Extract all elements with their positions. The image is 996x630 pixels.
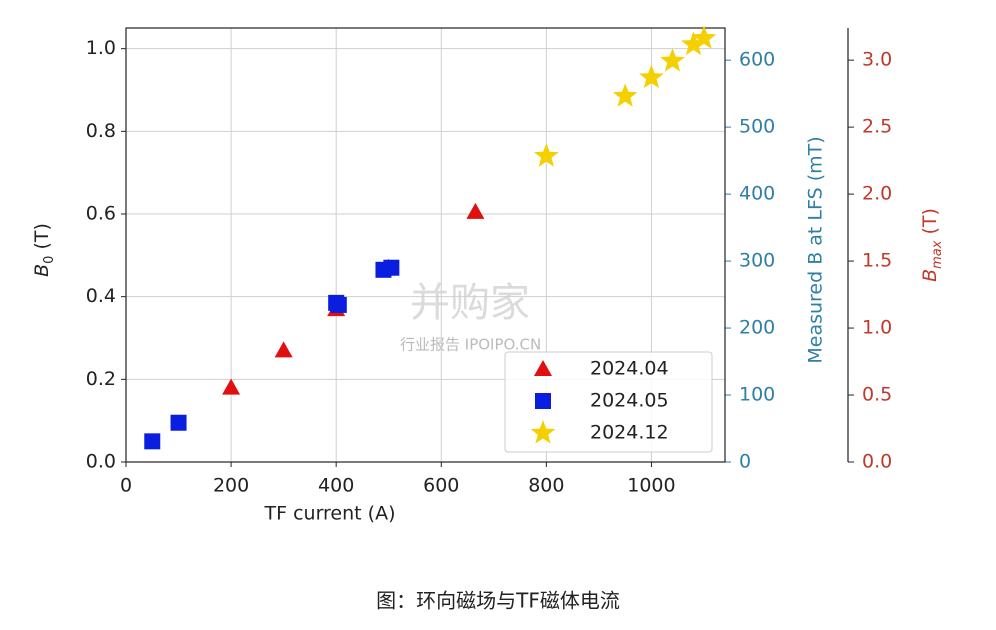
- data-point: [639, 64, 664, 89]
- y-tick-label: 0.0: [86, 451, 116, 473]
- y-axis-label: B0 (T): [31, 223, 58, 277]
- data-point: [144, 433, 161, 450]
- y2-tick-label: 300: [739, 250, 775, 272]
- y3-tick-label: 0.0: [862, 451, 892, 473]
- data-point: [660, 48, 685, 72]
- x-tick-label: 400: [318, 475, 354, 497]
- legend-marker: [530, 420, 556, 444]
- data-point: [681, 31, 706, 56]
- y2-tick-label: 400: [739, 183, 775, 205]
- caption: 图：环向磁场与TF磁体电流: [376, 589, 620, 613]
- data-point: [691, 25, 717, 49]
- x-axis-label: TF current (A): [264, 503, 396, 525]
- data-point: [534, 143, 559, 167]
- y-tick-label: 1.0: [86, 37, 116, 59]
- y-tick-label: 0.8: [86, 120, 116, 142]
- legend-box: [504, 351, 713, 453]
- legend-marker: [534, 360, 552, 376]
- data-point: [274, 341, 293, 358]
- y3-tick-label: 0.5: [862, 384, 892, 406]
- legend-marker: [535, 393, 551, 409]
- y2-axis-label: Measured B at LFS (mT): [805, 136, 827, 363]
- data-point: [170, 414, 187, 431]
- watermark: 并购家: [410, 280, 530, 326]
- x-tick-label: 0: [120, 475, 132, 497]
- x-tick-label: 1000: [627, 475, 675, 497]
- y-tick-label: 0.2: [86, 368, 116, 390]
- y2-tick-label: 600: [739, 49, 775, 71]
- y2-tick-label: 500: [739, 116, 775, 138]
- y2-tick-label: 200: [739, 317, 775, 339]
- y3-tick-label: 3.0: [862, 49, 892, 71]
- y3-axis-label: Bmax (T): [919, 208, 946, 282]
- y3-tick-label: 2.0: [862, 183, 892, 205]
- legend-label: 2024.12: [590, 422, 669, 444]
- y-tick-label: 0.4: [86, 285, 116, 307]
- y3-tick-label: 1.0: [862, 317, 892, 339]
- y3-tick-label: 2.5: [862, 116, 892, 138]
- data-point: [612, 83, 638, 107]
- x-tick-label: 800: [528, 475, 564, 497]
- y-tick-label: 0.6: [86, 203, 116, 225]
- y2-tick-label: 100: [739, 384, 775, 406]
- x-tick-label: 600: [423, 475, 459, 497]
- legend-label: 2024.04: [590, 358, 669, 380]
- data-point: [222, 378, 241, 395]
- data-point: [466, 202, 485, 219]
- y2-tick-label: 0: [739, 451, 751, 473]
- x-tick-label: 200: [213, 475, 249, 497]
- data-point: [383, 259, 400, 276]
- legend-label: 2024.05: [590, 390, 669, 412]
- data-point: [330, 296, 347, 313]
- y3-tick-label: 1.5: [862, 250, 892, 272]
- plot-frame: [125, 27, 726, 463]
- watermark: 行业报告 IPOIPO.CN: [400, 336, 541, 354]
